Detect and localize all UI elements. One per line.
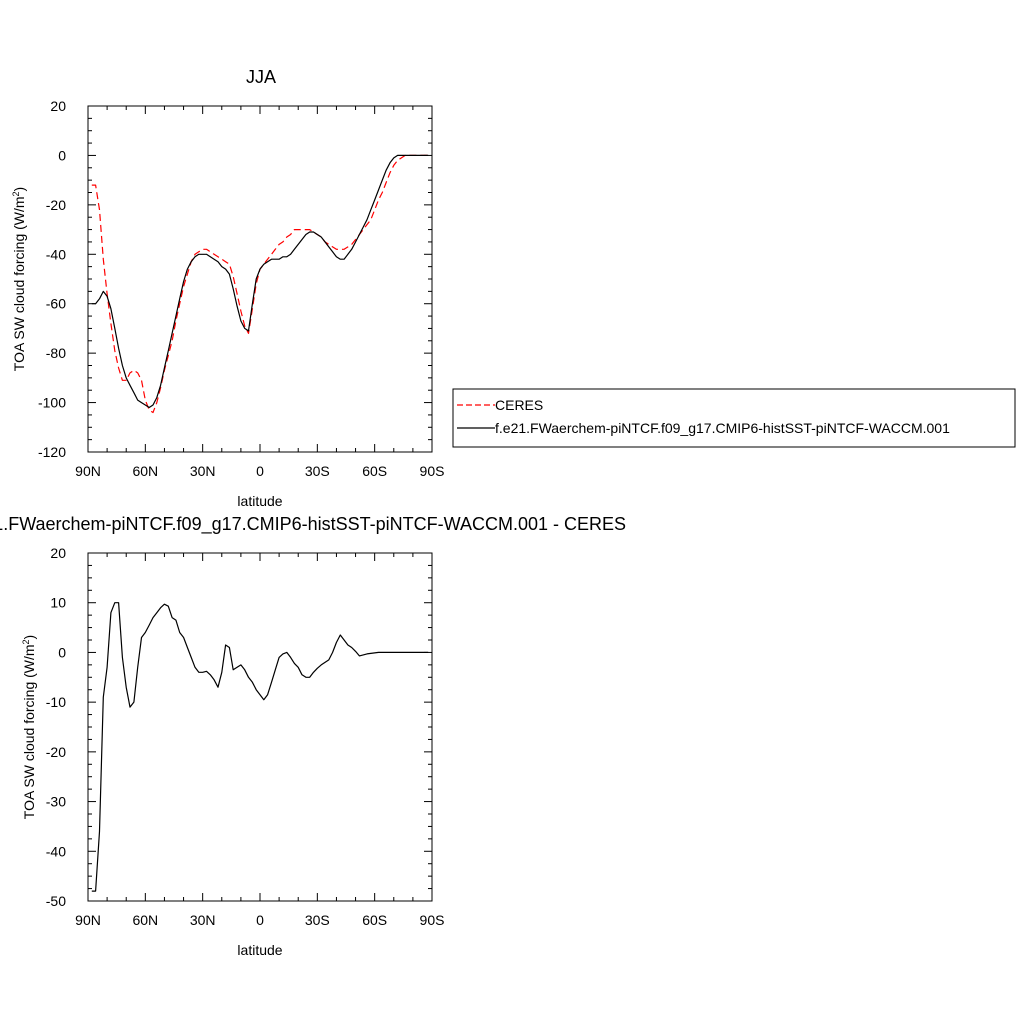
bottom-xtick-label: 90N xyxy=(75,912,101,928)
bottom-xtick-label: 60N xyxy=(132,912,158,928)
top-ytick-label: -80 xyxy=(46,345,66,361)
top-xtick-label: 90N xyxy=(75,463,101,479)
bottom-xtick-label: 90S xyxy=(420,912,445,928)
bottom-ytick-label: 0 xyxy=(58,644,66,660)
top-panel-plot-area: -120 -100 -80 -60 -40 -20 0 20 90N 60N 30N 0 30S 60S 9… xyxy=(38,98,444,479)
bottom-series-line-0 xyxy=(91,602,429,892)
top-panel-ylabel: TOA SW cloud forcing (W/m2) xyxy=(11,187,27,371)
bottom-panel-ylabel: TOA SW cloud forcing (W/m2) xyxy=(21,635,37,819)
top-series-line-1 xyxy=(91,154,429,409)
bottom-ytick-label: -30 xyxy=(46,794,66,810)
bottom-xtick-label: 30N xyxy=(190,912,216,928)
top-ytick-label: -40 xyxy=(46,246,66,262)
top-ytick-label: -20 xyxy=(46,197,66,213)
top-xtick-label: 30N xyxy=(190,463,216,479)
bottom-ytick-label: -10 xyxy=(46,694,66,710)
top-panel: JJA TOA SW cloud forcing (W/m2) latitude… xyxy=(11,67,444,509)
top-xtick-label: 30S xyxy=(305,463,330,479)
bottom-panel-frame xyxy=(87,552,433,902)
bottom-panel-title: f.e21.FWaerchem-piNTCF.f09_g17.CMIP6-his… xyxy=(0,514,626,535)
legend-label-model: f.e21.FWaerchem-piNTCF.f09_g17.CMIP6-his… xyxy=(495,420,950,436)
bottom-xtick-label: 30S xyxy=(305,912,330,928)
top-series-line-0 xyxy=(91,154,429,414)
top-ytick-label: -120 xyxy=(38,444,66,460)
bottom-panel: f.e21.FWaerchem-piNTCF.f09_g17.CMIP6-his… xyxy=(0,514,626,958)
top-ytick-label: 0 xyxy=(58,147,66,163)
bottom-ytick-label: -50 xyxy=(46,893,66,909)
top-panel-xlabel: latitude xyxy=(237,493,282,509)
top-xtick-label: 0 xyxy=(256,463,264,479)
top-panel-frame xyxy=(87,105,433,453)
top-ytick-label: -60 xyxy=(46,296,66,312)
top-xtick-label: 90S xyxy=(420,463,445,479)
bottom-xtick-label: 60S xyxy=(362,912,387,928)
legend: CERES f.e21.FWaerchem-piNTCF.f09_g17.CMI… xyxy=(452,388,1016,448)
top-xtick-label: 60S xyxy=(362,463,387,479)
bottom-panel-xlabel: latitude xyxy=(237,942,282,958)
top-ytick-label: -100 xyxy=(38,395,66,411)
bottom-ytick-label: 20 xyxy=(50,545,66,561)
bottom-ytick-label: 10 xyxy=(50,595,66,611)
top-xtick-label: 60N xyxy=(132,463,158,479)
legend-label-ceres: CERES xyxy=(495,397,543,413)
bottom-panel-plot-area: -50 -40 -30 -20 -10 0 10 20 90N 60N 30N 0 30S 60S 90S xyxy=(46,545,445,928)
bottom-xtick-label: 0 xyxy=(256,912,264,928)
top-panel-title: JJA xyxy=(246,67,276,87)
bottom-ytick-label: -20 xyxy=(46,744,66,760)
top-ytick-label: 20 xyxy=(50,98,66,114)
legend-box xyxy=(452,388,1016,448)
bottom-ytick-label: -40 xyxy=(46,843,66,859)
